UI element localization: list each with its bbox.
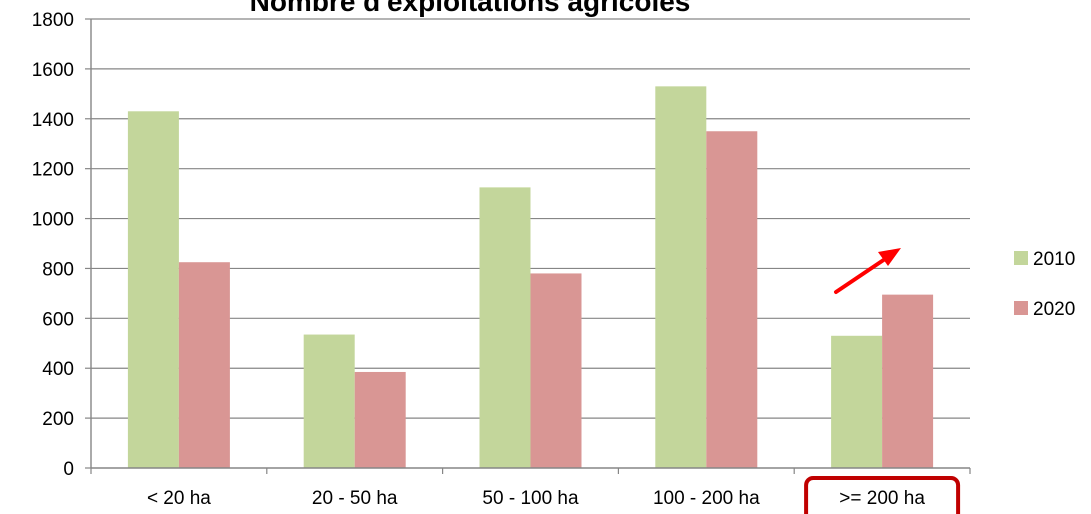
bar-2010-5 (831, 335, 883, 468)
y-tick-label: 1800 (32, 10, 74, 31)
x-tick-label: 50 - 100 ha (482, 488, 579, 509)
bar-2010-3 (479, 187, 531, 468)
y-tick-label: 600 (42, 309, 74, 330)
bar-2020-5 (882, 294, 934, 468)
bars (127, 86, 934, 469)
bar-2020-2 (354, 371, 406, 468)
legend-label-2020: 2020 (1033, 299, 1075, 320)
y-tick-label: 1600 (32, 60, 74, 81)
highlight-box (804, 476, 961, 514)
y-tick-label: 1400 (32, 110, 74, 131)
trend-arrow-head-icon (878, 248, 901, 266)
x-tick-label: 100 - 200 ha (653, 488, 760, 509)
y-tick-label: 1200 (32, 160, 74, 181)
bar-2010-2 (303, 334, 355, 468)
bar-2020-1 (178, 262, 230, 468)
bar-2010-4 (655, 86, 707, 468)
legend-swatch-2010 (1014, 251, 1028, 265)
legend: 2010 2020 (1014, 249, 1075, 320)
legend-label-2010: 2010 (1033, 249, 1075, 270)
y-tick-label: 400 (42, 359, 74, 380)
x-axis-tick-labels: < 20 ha 20 - 50 ha 50 - 100 ha 100 - 200 ha… (147, 488, 925, 509)
legend-swatch-2020 (1014, 301, 1028, 315)
x-tick-label: 20 - 50 ha (312, 488, 398, 509)
annotations (804, 248, 961, 514)
bar-2020-4 (706, 131, 758, 468)
bar-2020-3 (530, 273, 582, 468)
chart-title: Nombre d'exploitations agricoles (250, 0, 691, 17)
y-tick-label: 800 (42, 259, 74, 280)
trend-arrow-shaft (834, 255, 890, 294)
x-tick-label: >= 200 ha (839, 488, 925, 509)
x-tick-label: < 20 ha (147, 488, 211, 509)
y-tick-label: 200 (42, 409, 74, 430)
y-tick-label: 1000 (32, 210, 74, 231)
bar-2010-1 (127, 111, 179, 469)
y-axis-tick-labels: 0 200 400 600 800 1000 1200 1400 1600 1800 (32, 10, 74, 480)
axes (85, 18, 971, 474)
y-tick-label: 0 (63, 459, 74, 480)
